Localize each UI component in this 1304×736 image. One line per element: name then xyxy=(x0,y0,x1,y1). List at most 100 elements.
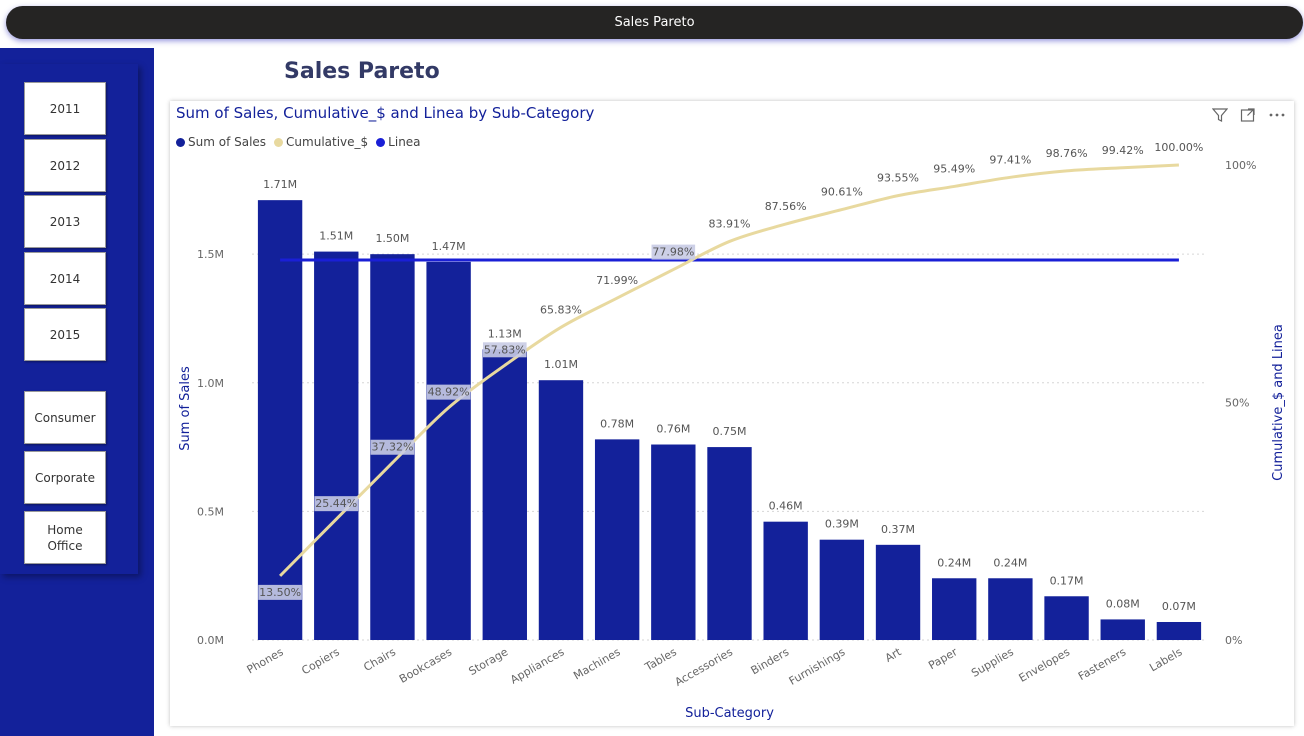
bar-data-label: 0.37M xyxy=(881,523,915,536)
cumulative-label-bg xyxy=(651,244,696,260)
cumulative-data-label: 13.50% xyxy=(259,586,301,599)
cumulative-data-label: 25.44% xyxy=(315,497,357,510)
report-title-bar: Sales Pareto xyxy=(6,6,1303,39)
legend-label: Linea xyxy=(388,135,421,149)
x-tick-label: Chairs xyxy=(361,645,398,674)
bar-data-label: 0.08M xyxy=(1106,597,1140,610)
bar xyxy=(257,200,303,640)
cumulative-data-label: 37.32% xyxy=(371,441,413,454)
bar-data-label: 0.07M xyxy=(1162,600,1196,613)
slicer-label: 2012 xyxy=(49,158,81,173)
more-options-icon[interactable] xyxy=(1268,107,1286,127)
slicer-label: Corporate xyxy=(35,470,95,485)
y2-axis-title: Cumulative_$ and Linea xyxy=(1271,324,1286,481)
slicer-year-2014[interactable]: 2014 xyxy=(24,252,106,305)
x-tick-label: Machines xyxy=(571,645,623,682)
cumulative-data-label: 83.91% xyxy=(709,217,751,230)
y-tick-label: 1.0M xyxy=(197,377,224,390)
cumulative-data-label: 97.41% xyxy=(989,153,1031,166)
cumulative-label-bg xyxy=(258,584,302,600)
bar xyxy=(763,521,808,640)
cumulative-label-bg xyxy=(370,439,415,455)
bar-data-label: 1.13M xyxy=(488,327,522,340)
visual-header-icons xyxy=(1211,107,1286,127)
bar xyxy=(538,380,584,640)
legend-item-linea[interactable]: Linea xyxy=(376,135,421,149)
slicer-label: 2015 xyxy=(49,327,81,342)
bar-data-label: 0.39M xyxy=(825,518,859,531)
bar xyxy=(594,439,640,640)
slicer-segment-home-office[interactable]: Home Office xyxy=(24,511,106,564)
cumulative-data-label: 71.99% xyxy=(596,274,638,287)
legend-label: Sum of Sales xyxy=(188,135,267,149)
bar xyxy=(1044,596,1089,640)
x-axis-title: Sub-Category xyxy=(685,706,774,721)
bar xyxy=(1156,621,1202,640)
cumulative-data-label: 57.83% xyxy=(484,343,526,356)
x-tick-label: Phones xyxy=(245,645,286,676)
slicer-label: 2013 xyxy=(49,214,81,229)
visual-title: Sum of Sales, Cumulative_$ and Linea by … xyxy=(176,104,595,122)
x-tick-label: Labels xyxy=(1147,645,1184,674)
cumulative-line xyxy=(279,163,1179,577)
cumulative-data-label: 77.98% xyxy=(652,246,694,259)
y-tick-label: 0.5M xyxy=(197,505,224,518)
slicer-label: 2014 xyxy=(49,271,81,286)
chart-plot: 0.0M 0.5M 1.0M 1.5M 0% 50% 100% 1.71M Phones 1.51… xyxy=(178,141,1286,721)
report-title: Sales Pareto xyxy=(614,15,695,30)
bar-data-label: 1.51M xyxy=(319,230,353,243)
bar-data-label: 0.46M xyxy=(769,500,803,513)
x-tick-label: Accessories xyxy=(673,645,736,689)
focus-mode-icon[interactable] xyxy=(1240,107,1256,127)
cumulative-data-label: 65.83% xyxy=(540,303,582,316)
bar-data-label: 0.24M xyxy=(993,556,1027,569)
y-axis-title: Sum of Sales xyxy=(178,366,193,451)
cumulative-label-bg xyxy=(314,496,359,512)
legend-label: Cumulative_$ xyxy=(286,135,369,149)
bar xyxy=(988,578,1033,640)
legend-item-cumulative[interactable]: Cumulative_$ xyxy=(274,135,368,149)
bar-data-label: 1.50M xyxy=(375,232,409,245)
cumulative-data-label: 98.76% xyxy=(1046,147,1088,160)
bar-data-label: 0.78M xyxy=(600,417,634,430)
filter-icon[interactable] xyxy=(1211,107,1229,127)
slicer-year-2012[interactable]: 2012 xyxy=(24,139,106,192)
slicer-year-2011[interactable]: 2011 xyxy=(24,82,106,135)
cumulative-data-label: 100.00% xyxy=(1154,141,1203,154)
bar-data-label: 1.47M xyxy=(432,240,466,253)
y2-tick-label: 100% xyxy=(1225,159,1256,172)
page-title: Sales Pareto xyxy=(284,59,440,84)
x-tick-label: Art xyxy=(883,645,904,665)
slicer-segment-consumer[interactable]: Consumer xyxy=(24,391,106,444)
x-tick-label: Envelopes xyxy=(1017,645,1073,685)
y-tick-label: 0.0M xyxy=(197,634,224,647)
bar xyxy=(1100,619,1145,640)
slicer-year-2015[interactable]: 2015 xyxy=(24,308,106,361)
bar-data-label: 0.76M xyxy=(656,423,690,436)
bar xyxy=(819,539,865,640)
bar-data-label: 1.01M xyxy=(544,358,578,371)
legend-marker xyxy=(176,137,185,147)
cumulative-data-label: 87.56% xyxy=(765,200,807,213)
x-tick-label: Furnishings xyxy=(787,645,848,688)
bar xyxy=(426,261,471,640)
cumulative-data-label: 93.55% xyxy=(877,172,919,185)
x-tick-label: Appliances xyxy=(508,645,567,686)
y-tick-label: 1.5M xyxy=(197,248,224,261)
slicer-label: Home Office xyxy=(47,522,83,553)
bar-data-label: 1.71M xyxy=(263,178,297,191)
x-tick-label: Supplies xyxy=(969,645,1016,680)
slicer-year-2013[interactable]: 2013 xyxy=(24,195,106,248)
slicer-segment-corporate[interactable]: Corporate xyxy=(24,451,106,504)
chart-legend: Sum of Sales Cumulative_$ Linea xyxy=(176,135,425,149)
slicer-label: Consumer xyxy=(34,410,96,425)
bar xyxy=(932,578,977,640)
bar xyxy=(314,251,359,640)
legend-marker xyxy=(274,137,284,147)
legend-item-sum-of-sales[interactable]: Sum of Sales xyxy=(176,135,266,149)
pareto-chart-visual[interactable]: Sum of Sales, Cumulative_$ and Linea by … xyxy=(170,101,1294,726)
bar-data-label: 0.17M xyxy=(1050,574,1084,587)
bar xyxy=(651,444,696,640)
bar-data-label: 0.75M xyxy=(713,425,747,438)
bar xyxy=(482,349,527,640)
